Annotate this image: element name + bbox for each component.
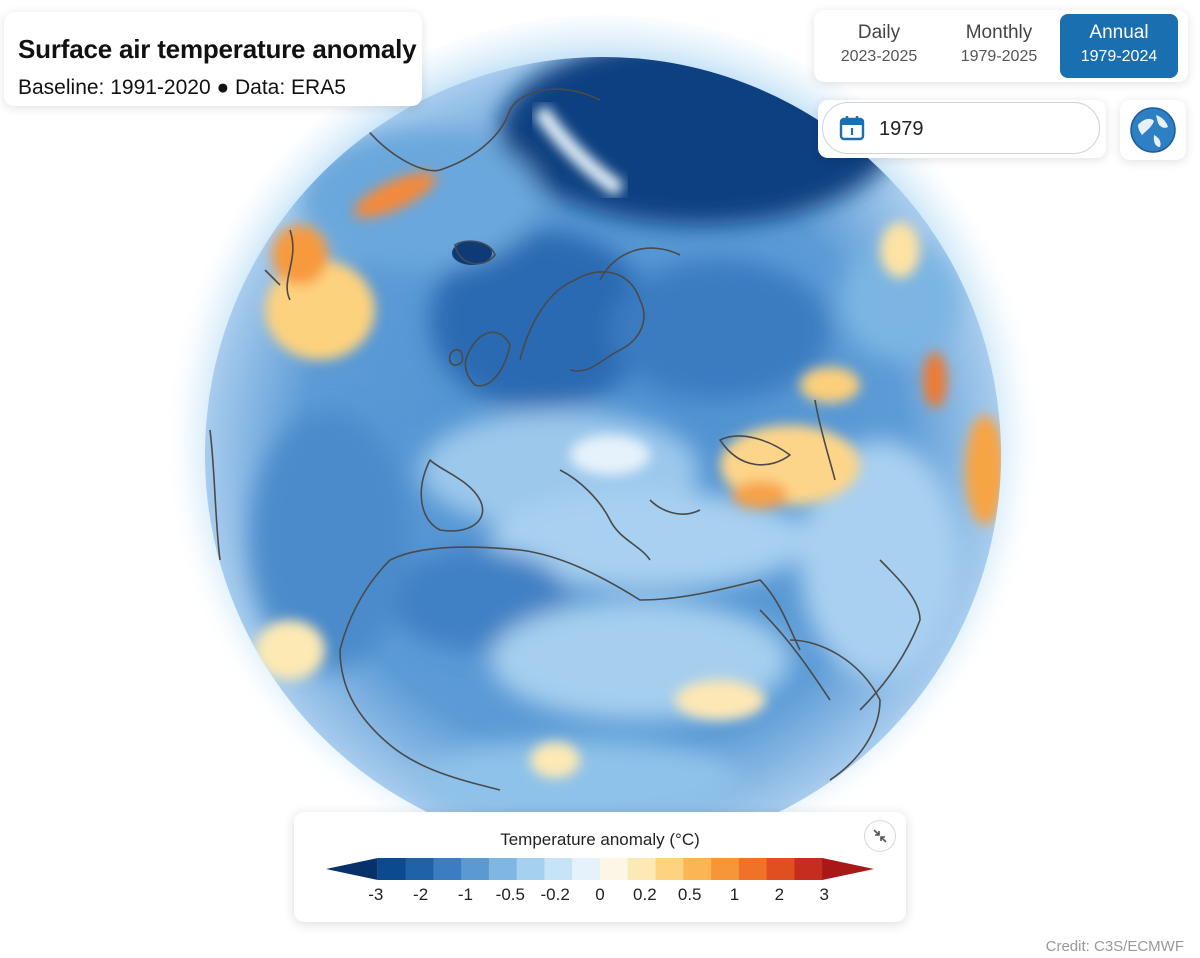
legend-swatch bbox=[794, 858, 823, 880]
legend-swatch bbox=[711, 858, 740, 880]
legend-tick-label: 0 bbox=[595, 885, 604, 904]
tab-annual-range: 1979-2024 bbox=[1080, 48, 1158, 65]
legend-swatch bbox=[600, 858, 629, 880]
legend-tick-label: 1 bbox=[730, 885, 739, 904]
legend-tick-label: -1 bbox=[458, 885, 473, 904]
legend-collapse-button[interactable] bbox=[864, 820, 896, 852]
legend-tick-label: 3 bbox=[819, 885, 828, 904]
legend-tick-label: 0.2 bbox=[633, 885, 657, 904]
tab-daily-label: Daily bbox=[857, 22, 901, 43]
tab-annual[interactable]: Annual 1979-2024 bbox=[1060, 14, 1178, 78]
tab-monthly-range: 1979-2025 bbox=[960, 48, 1038, 65]
legend-swatch bbox=[516, 858, 545, 880]
tab-monthly[interactable]: Monthly 1979-2025 bbox=[940, 14, 1058, 78]
legend-swatch bbox=[433, 858, 462, 880]
globe-view-button[interactable] bbox=[1120, 100, 1186, 160]
legend-swatch bbox=[627, 858, 657, 880]
tab-annual-label: Annual bbox=[1089, 22, 1149, 43]
page-subtitle: Baseline: 1991-2020 ● Data: ERA5 bbox=[18, 76, 346, 99]
legend-title: Temperature anomaly (°C) bbox=[500, 830, 700, 849]
legend-swatch bbox=[405, 858, 434, 880]
legend-swatch bbox=[377, 858, 407, 880]
legend-tick-label: -0.2 bbox=[541, 885, 570, 904]
year-value: 1979 bbox=[879, 118, 924, 140]
period-selector: Daily 2023-2025 Monthly 1979-2025 Annual… bbox=[814, 10, 1188, 82]
tab-monthly-label: Monthly bbox=[965, 22, 1033, 43]
legend-swatch bbox=[461, 858, 490, 880]
legend-swatch bbox=[738, 858, 768, 880]
title-card: Surface air temperature anomaly Baseline… bbox=[4, 12, 422, 106]
legend-tick-label: 2 bbox=[775, 885, 784, 904]
legend-swatch bbox=[822, 858, 874, 880]
year-picker-card: 1979 bbox=[818, 100, 1106, 158]
legend-swatch bbox=[683, 858, 712, 880]
tab-daily[interactable]: Daily 2023-2025 bbox=[820, 14, 938, 78]
legend-colorbar: -3 -2 -1 -0.5 -0.2 0 0.2 0.5 1 2 3 bbox=[326, 858, 874, 904]
legend-tick-label: -0.5 bbox=[496, 885, 525, 904]
collapse-arrows-icon bbox=[873, 829, 887, 843]
legend-swatch bbox=[488, 858, 518, 880]
legend-swatch bbox=[572, 858, 601, 880]
legend-swatch bbox=[655, 858, 684, 880]
legend-swatch bbox=[544, 858, 573, 880]
page-title: Surface air temperature anomaly bbox=[18, 34, 417, 64]
legend-swatch bbox=[766, 858, 795, 880]
credit-text: Credit: C3S/ECMWF bbox=[1045, 938, 1184, 955]
legend-swatch bbox=[326, 858, 378, 880]
sea-ice-highlight bbox=[533, 105, 625, 197]
legend-tick-label: -2 bbox=[413, 885, 428, 904]
tab-daily-range: 2023-2025 bbox=[840, 48, 918, 65]
globe-icon bbox=[1130, 107, 1176, 153]
legend-tick-label: -3 bbox=[368, 885, 383, 904]
legend-tick-label: 0.5 bbox=[678, 885, 702, 904]
year-input[interactable]: 1979 bbox=[822, 102, 1100, 154]
calendar-icon bbox=[839, 115, 865, 146]
coastlines bbox=[209, 88, 921, 791]
legend: Temperature anomaly (°C) -3 -2 -1 -0.5 -0.2 0… bbox=[294, 812, 906, 922]
